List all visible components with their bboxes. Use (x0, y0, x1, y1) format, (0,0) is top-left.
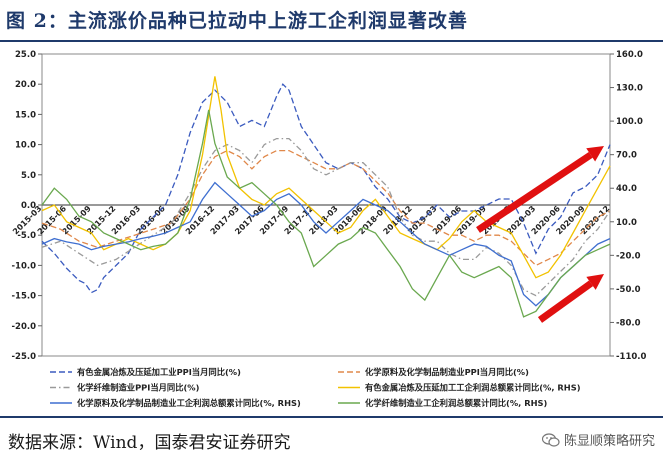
wechat-icon (541, 433, 560, 447)
left-tick-label: 10.0 (15, 141, 36, 151)
series-line-4 (41, 76, 611, 279)
left-tick-label: -15.0 (12, 292, 37, 302)
right-tick-label: 160.0 (616, 50, 643, 60)
legend-label-6: 化学纤维制造业工企利润总额累计同比(%, RHS) (365, 398, 548, 408)
series-line-1 (41, 83, 611, 294)
right-tick-label: -20.0 (616, 251, 641, 261)
series-line-3 (41, 137, 611, 297)
left-tick-label: -10.0 (12, 261, 37, 271)
series-line-2 (41, 149, 611, 267)
left-tick-label: -25.0 (12, 352, 37, 362)
legend-label-2: 化学原料及化学制品制造业PPI当月同比(%) (365, 367, 529, 377)
right-tick-label: -80.0 (616, 318, 641, 328)
series-line-6 (41, 109, 611, 318)
right-tick-label: -110.0 (616, 352, 646, 362)
left-tick-label: 0.0 (21, 201, 36, 211)
legend-label-1: 有色金属冶炼及压延加工业PPI当月同比(%) (77, 367, 241, 377)
title-bar: 图 2：主流涨价品种已拉动中上游工企利润显著改善 (0, 0, 663, 42)
left-tick-label: -5.0 (17, 231, 36, 241)
chart-title: 图 2：主流涨价品种已拉动中上游工企利润显著改善 (6, 10, 468, 32)
series-line-5 (41, 181, 611, 307)
right-tick-label: 100.0 (616, 117, 643, 127)
watermark: 陈显顺策略研究 (541, 430, 655, 449)
legend-label-5: 化学原料及化学制品制造业工企利润总额累计同比(%, RHS) (77, 398, 301, 408)
right-tick-label: 10.0 (616, 218, 637, 228)
right-tick-label: -50.0 (616, 285, 641, 295)
left-tick-label: 20.0 (15, 80, 36, 90)
legend-label-4: 有色金属冶炼及压延加工工企利润总额累计同比(%, RHS) (365, 383, 581, 393)
left-tick-label: 15.0 (15, 110, 36, 120)
right-tick-label: 40.0 (616, 184, 637, 194)
left-tick-label: 5.0 (21, 171, 36, 181)
chart-canvas: 25.0 20.0 15.0 10.0 5.0 0.0 -5.0 -10.0 -15.0 -20.… (11, 50, 646, 408)
right-tick-label: 70.0 (616, 151, 637, 161)
right-tick-label: 130.0 (616, 84, 643, 94)
watermark-text: 陈显顺策略研究 (563, 434, 655, 449)
left-tick-label: -20.0 (12, 322, 37, 332)
left-tick-label: 25.0 (15, 50, 36, 60)
red-arrow-upper (476, 146, 604, 233)
data-source: 数据来源：Wind，国泰君安证券研究 (8, 433, 291, 453)
legend-label-3: 化学纤维制造业PPI当月同比(%) (77, 383, 200, 393)
footer-bar: 数据来源：Wind，国泰君安证券研究 陈显顺策略研究 (0, 416, 663, 463)
red-arrow-lower (537, 274, 604, 323)
